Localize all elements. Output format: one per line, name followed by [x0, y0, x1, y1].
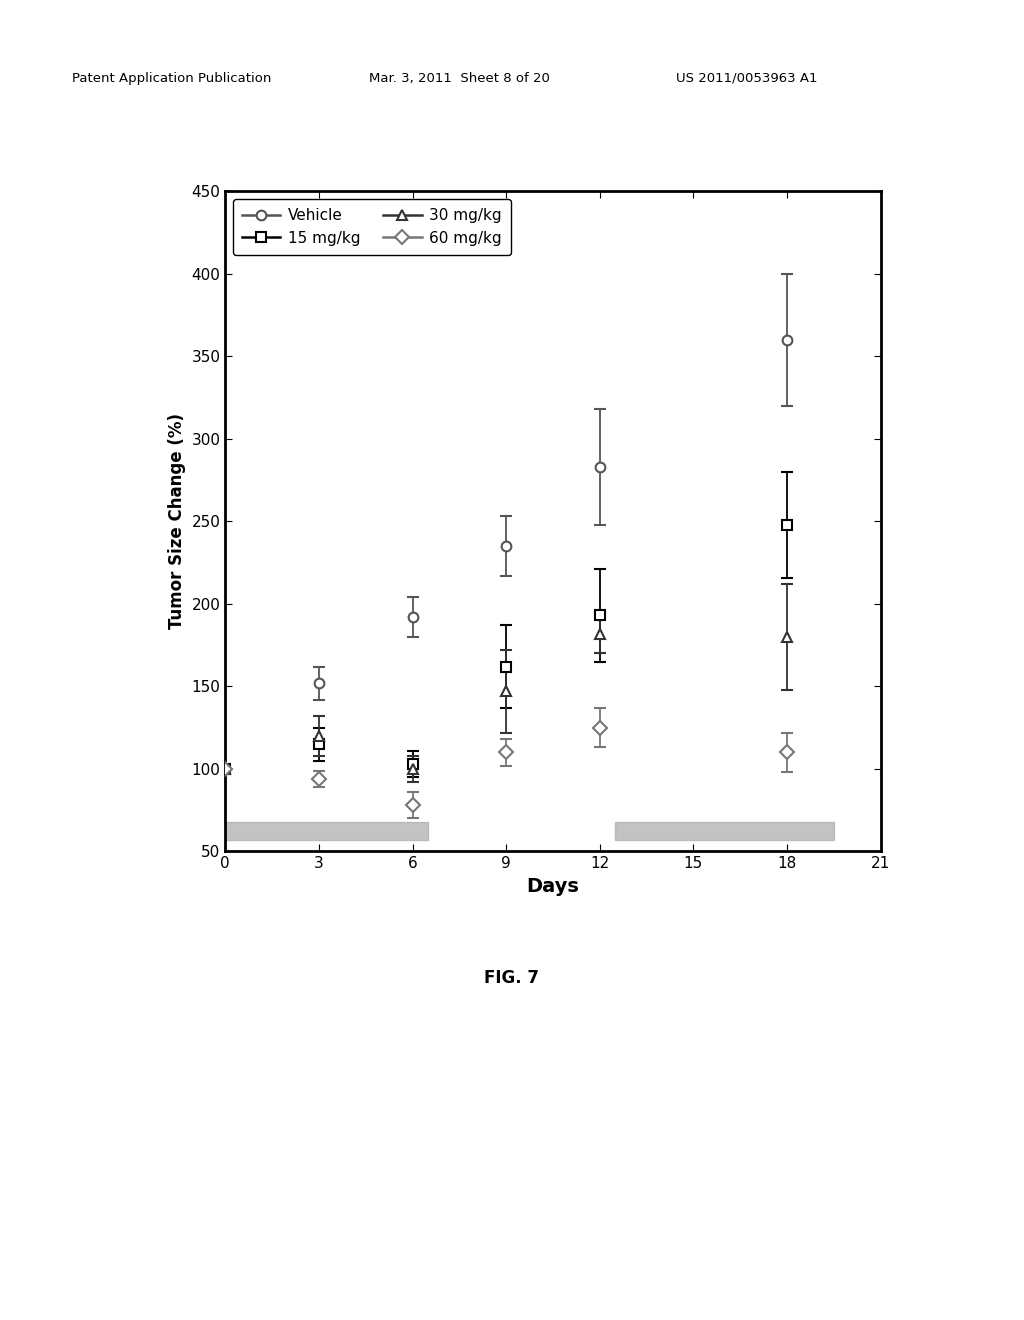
Legend: Vehicle, 15 mg/kg, 30 mg/kg, 60 mg/kg: Vehicle, 15 mg/kg, 30 mg/kg, 60 mg/kg: [232, 199, 511, 255]
Text: Mar. 3, 2011  Sheet 8 of 20: Mar. 3, 2011 Sheet 8 of 20: [369, 71, 550, 84]
Text: FIG. 7: FIG. 7: [484, 969, 540, 987]
Y-axis label: Tumor Size Change (%): Tumor Size Change (%): [168, 413, 186, 630]
Text: Patent Application Publication: Patent Application Publication: [72, 71, 271, 84]
X-axis label: Days: Days: [526, 876, 580, 896]
Text: US 2011/0053963 A1: US 2011/0053963 A1: [676, 71, 817, 84]
